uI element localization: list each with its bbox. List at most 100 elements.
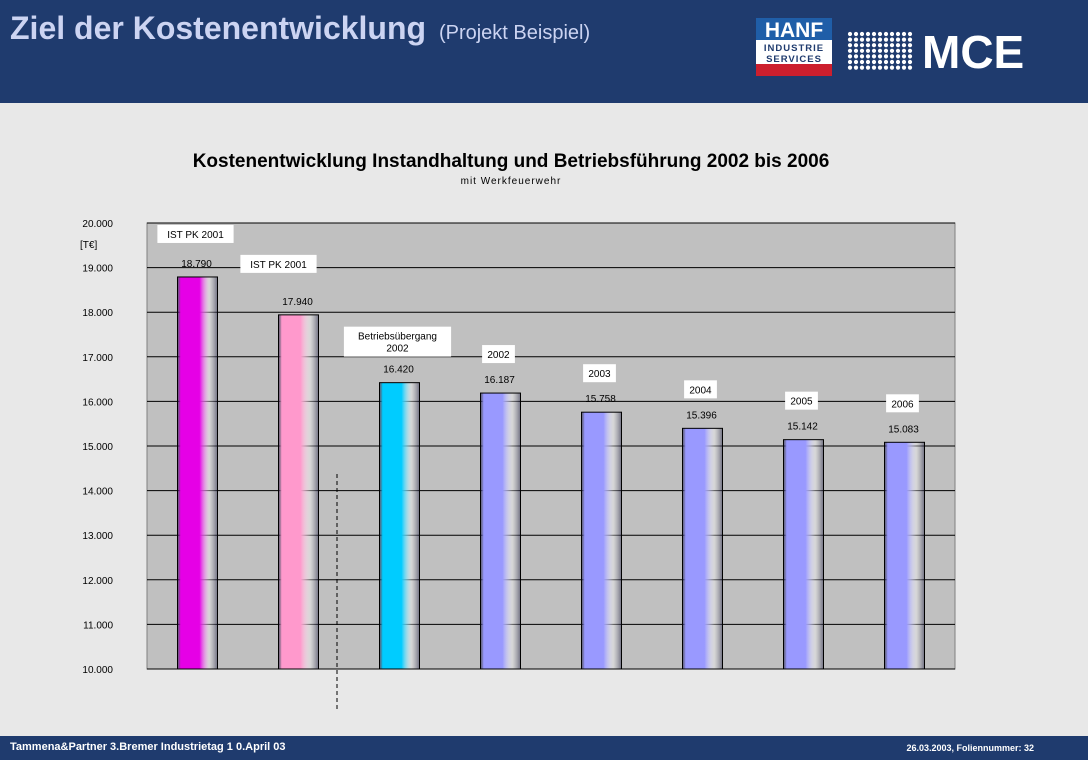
mce-dot bbox=[895, 37, 901, 42]
slide-title-subtitle: (Projekt Beispiel) bbox=[438, 22, 591, 44]
bar-value-label: 15.083 bbox=[888, 424, 919, 435]
annotation-label: 2005 bbox=[790, 397, 813, 408]
footer-bar: Tammena&Partner 3.Bremer Industrietag 1 … bbox=[0, 736, 1088, 760]
hanf-logo: HANF INDUSTRIE SERVICES bbox=[756, 18, 832, 76]
y-tick-label: 20.000 bbox=[82, 219, 113, 230]
mce-dot bbox=[859, 59, 865, 65]
mce-dot bbox=[895, 31, 901, 37]
mce-dot bbox=[889, 43, 895, 48]
annotation-box bbox=[684, 380, 717, 399]
annotation-label: IST PK 2001 bbox=[167, 230, 224, 241]
slide-title-main: Ziel der Kostenentwicklung bbox=[10, 10, 427, 46]
mce-dot bbox=[871, 43, 877, 48]
bar-value-label: 15.758 bbox=[585, 394, 616, 405]
bar bbox=[278, 314, 319, 670]
mce-dot bbox=[877, 43, 883, 48]
annotation-box bbox=[886, 394, 919, 413]
mce-dot bbox=[871, 54, 877, 59]
mce-dot bbox=[865, 65, 871, 70]
annotation-label: 2003 bbox=[588, 369, 611, 380]
y-tick-label: 19.000 bbox=[82, 264, 113, 275]
mce-dot bbox=[853, 54, 859, 59]
mce-dot bbox=[847, 31, 853, 37]
y-tick-label: 15.000 bbox=[82, 442, 113, 453]
mce-dot bbox=[865, 54, 871, 59]
mce-dot bbox=[847, 65, 853, 70]
footer-right-text: 26.03.2003, Foliennummer: 32 bbox=[906, 743, 1034, 753]
mce-dot bbox=[889, 31, 895, 37]
annotation-label: Betriebsübergang bbox=[358, 332, 437, 343]
annotation-label: 2006 bbox=[891, 399, 914, 410]
mce-dot bbox=[853, 48, 859, 53]
mce-dot bbox=[883, 48, 889, 53]
mce-dot bbox=[865, 37, 871, 42]
y-tick-label: 17.000 bbox=[82, 353, 113, 364]
mce-dot bbox=[889, 37, 895, 42]
y-tick-label: 10.000 bbox=[82, 665, 113, 676]
bar-value-label: 16.420 bbox=[383, 365, 414, 376]
y-tick-label: 18.000 bbox=[82, 308, 113, 319]
mce-dot bbox=[907, 48, 913, 53]
bar-chart: 10.000 11.000 12.000 13.000 14.000 15.000 16.0… bbox=[80, 219, 956, 709]
mce-dot bbox=[853, 43, 859, 48]
mce-dot bbox=[889, 54, 895, 59]
mce-dot bbox=[877, 48, 883, 53]
y-tick-label: 14.000 bbox=[82, 487, 113, 498]
annotation-box bbox=[343, 326, 452, 357]
bar-value-label: 18.790 bbox=[181, 259, 212, 270]
mce-dot bbox=[901, 59, 907, 65]
mce-dot bbox=[883, 54, 889, 59]
footer-left-text: Tammena&Partner 3.Bremer Industrietag 1 … bbox=[10, 741, 286, 753]
bar bbox=[682, 427, 723, 670]
y-tick-label: 11.000 bbox=[83, 620, 113, 631]
mce-dot bbox=[907, 54, 913, 59]
hanf-logo-services: SERVICES bbox=[766, 54, 822, 65]
mce-dot bbox=[901, 65, 907, 70]
bar-value-label: 16.187 bbox=[484, 375, 515, 386]
mce-dot bbox=[901, 54, 907, 59]
mce-logo: MCE bbox=[847, 30, 1024, 72]
mce-dot bbox=[853, 59, 859, 65]
mce-dot bbox=[895, 65, 901, 70]
annotation-box bbox=[785, 391, 818, 410]
annotation-box bbox=[583, 364, 616, 383]
mce-dot bbox=[883, 37, 889, 42]
y-tick-label: 12.000 bbox=[82, 576, 113, 587]
y-tick-label: 13.000 bbox=[82, 531, 113, 542]
mce-dot bbox=[883, 59, 889, 65]
mce-dot bbox=[859, 54, 865, 59]
annotation-label: 2002 bbox=[487, 350, 510, 361]
mce-dot bbox=[907, 31, 913, 37]
mce-dot bbox=[877, 65, 883, 70]
mce-dot bbox=[895, 54, 901, 59]
mce-dot bbox=[859, 48, 865, 53]
mce-dot bbox=[859, 37, 865, 42]
mce-dot bbox=[895, 48, 901, 53]
mce-dot bbox=[877, 37, 883, 42]
mce-dot bbox=[907, 65, 913, 70]
bar bbox=[177, 276, 218, 670]
hanf-logo-text: HANF bbox=[765, 19, 823, 42]
mce-dot bbox=[865, 59, 871, 65]
mce-dot bbox=[907, 37, 913, 42]
slide-title: Ziel der Kostenentwicklung (Projekt Beis… bbox=[10, 10, 590, 47]
mce-dot bbox=[883, 65, 889, 70]
mce-dot bbox=[859, 31, 865, 37]
mce-dot bbox=[847, 43, 853, 48]
mce-dot bbox=[901, 31, 907, 37]
bar-value-label: 17.940 bbox=[282, 297, 313, 308]
mce-dot bbox=[877, 59, 883, 65]
mce-dot bbox=[877, 54, 883, 59]
chart-title: Kostenentwicklung Instandhaltung und Bet… bbox=[192, 151, 830, 172]
mce-dot bbox=[883, 43, 889, 48]
mce-dot bbox=[907, 43, 913, 48]
mce-dot bbox=[895, 59, 901, 65]
mce-dot bbox=[871, 48, 877, 53]
bar bbox=[783, 439, 824, 670]
mce-dot bbox=[901, 43, 907, 48]
annotation-label: 2002 bbox=[386, 344, 409, 355]
mce-dot bbox=[889, 65, 895, 70]
annotation-box bbox=[240, 254, 317, 273]
bar bbox=[379, 382, 420, 670]
mce-dot bbox=[847, 37, 853, 42]
